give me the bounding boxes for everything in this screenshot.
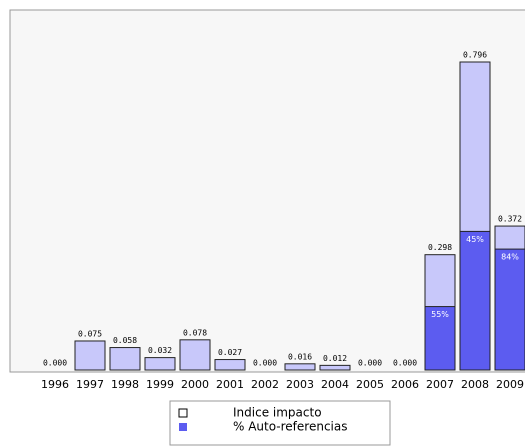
- bar: [214, 359, 246, 371]
- value-label: 0.058: [113, 336, 137, 345]
- x-tick-label: 1999: [146, 378, 174, 391]
- bar: [74, 340, 106, 371]
- value-label: 0.012: [323, 354, 347, 363]
- bar: [144, 357, 176, 371]
- value-label: 0.000: [43, 359, 67, 368]
- auto-ref-bar: [424, 306, 456, 371]
- value-label: 0.796: [463, 51, 487, 60]
- percent-label: 55%: [431, 310, 449, 319]
- legend: [169, 400, 391, 446]
- value-label: 0.000: [393, 359, 417, 368]
- percent-label: 45%: [466, 235, 484, 244]
- value-label: 0.075: [78, 329, 102, 338]
- value-label: 0.078: [183, 328, 207, 337]
- bar: [284, 363, 316, 371]
- x-tick-label: 2008: [461, 378, 489, 391]
- x-tick-label: 2005: [356, 378, 384, 391]
- value-label: 0.298: [428, 243, 452, 252]
- x-tick-label: 2000: [181, 378, 209, 391]
- x-tick-label: 2006: [391, 378, 419, 391]
- legend-label: % Auto-referencias: [233, 420, 348, 434]
- x-tick-label: 1998: [111, 378, 139, 391]
- bar: [109, 347, 141, 371]
- x-tick-label: 2003: [286, 378, 314, 391]
- value-label: 0.000: [358, 359, 382, 368]
- x-tick-label: 1996: [41, 378, 69, 391]
- x-tick-label: 2002: [251, 378, 279, 391]
- x-tick-label: 2007: [426, 378, 454, 391]
- value-label: 0.027: [218, 348, 242, 357]
- value-label: 0.032: [148, 346, 172, 355]
- legend-swatch: [179, 423, 187, 431]
- value-label: 0.016: [288, 352, 312, 361]
- bar: [319, 364, 351, 371]
- value-label: 0.000: [253, 359, 277, 368]
- legend-label: Indice impacto: [233, 406, 322, 420]
- bar: [179, 339, 211, 371]
- value-label: 0.372: [498, 215, 522, 224]
- x-tick-label: 2004: [321, 378, 349, 391]
- x-tick-label: 1997: [76, 378, 104, 391]
- auto-ref-bar: [494, 248, 525, 371]
- x-tick-label: 2009: [496, 378, 524, 391]
- legend-swatch: [178, 408, 188, 418]
- percent-label: 84%: [501, 253, 519, 262]
- x-tick-label: 2001: [216, 378, 244, 391]
- auto-ref-bar: [459, 230, 491, 371]
